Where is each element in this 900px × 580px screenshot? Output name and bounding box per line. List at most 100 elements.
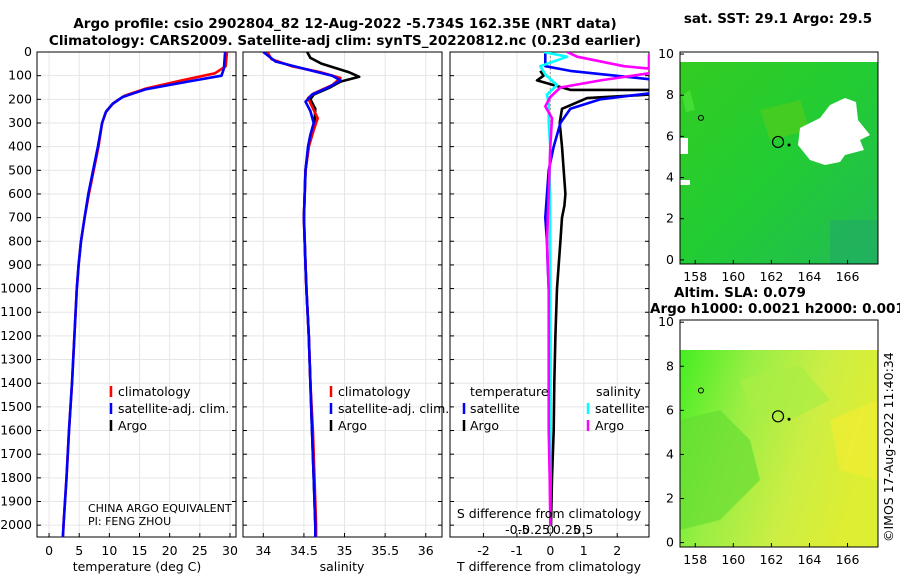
sla-map-frame [679, 319, 879, 548]
sst-map-ytick-label: 4 [666, 170, 674, 185]
series-line-t-satellite-lower- [543, 92, 649, 526]
difference-xtick-label: 0 [546, 543, 554, 558]
difference-xlabel: T difference from climatology [456, 559, 642, 574]
legend-label-climatology: climatology [338, 384, 411, 399]
temperature-xtick-label: 10 [101, 543, 117, 558]
series-line-s-argo-lower- [543, 72, 649, 526]
sst-map-ytick-label: 2 [666, 211, 674, 226]
depth-tick-label: 0 [24, 44, 32, 59]
imos-watermark: ©IMOS 17-Aug-2022 11:40:34 [881, 352, 896, 542]
series-line-t-satellite [543, 52, 649, 81]
sst-map-cloud-mask-3 [680, 180, 690, 185]
sdiff-tick-label: -0.5 [505, 522, 529, 537]
sla-map-patch-3 [830, 400, 878, 480]
temperature-series-group [61, 52, 229, 537]
difference-xtick-label: 2 [613, 543, 621, 558]
temperature-legend: climatology satellite-adj. clim. Argo [109, 384, 229, 433]
sdiff-tick-label: 0.5 [573, 522, 593, 537]
sst-map-xtick-label: 158 [683, 269, 707, 284]
temperature-axes-frame [36, 51, 237, 538]
difference-xtick-label: 1 [580, 543, 588, 558]
sst-map-ytick-label: 10 [658, 46, 674, 61]
legend-label-climatology: climatology [118, 384, 191, 399]
sla-map-ytick-label: 4 [666, 446, 674, 461]
difference-xtick-label: -2 [477, 543, 489, 558]
sla-map-blank [680, 320, 878, 350]
difference-series-group [535, 52, 649, 526]
legend-title-temperature: temperature [470, 384, 549, 399]
depth-tick-label: 300 [8, 115, 32, 130]
depth-tick-label: 1500 [0, 399, 32, 414]
sst-map-title: sat. SST: 29.1 Argo: 29.5 [684, 11, 872, 27]
temperature-xtick-label: 30 [222, 543, 238, 558]
series-line-t-argo [535, 70, 649, 92]
sla-map-xtick-label: 162 [759, 552, 783, 567]
sst-map-frame [679, 51, 879, 265]
depth-tick-label: 100 [8, 68, 32, 83]
series-line-s-argo [566, 52, 649, 70]
legend-label-s-satellite: satellite [595, 401, 645, 416]
salinity-xtick-label: 34 [255, 543, 271, 558]
depth-tick-label: 400 [8, 139, 32, 154]
depth-tick-label: 1800 [0, 470, 32, 485]
series-line-t-argo-lower- [549, 93, 649, 526]
sst-map-patch-3 [830, 220, 878, 264]
sst-map-ytick-label: 0 [666, 252, 674, 267]
legend-label-t-argo: Argo [470, 418, 499, 433]
sla-map-xtick-label: 166 [836, 552, 860, 567]
sst-map-xtick-label: 164 [798, 269, 822, 284]
sst-map-float-dot [787, 143, 791, 147]
sla-map-xtick-label: 164 [798, 552, 822, 567]
sla-map-xtick-label: 160 [721, 552, 745, 567]
sla-map-title: Altim. SLA: 0.079 [674, 285, 806, 301]
sla-map-float-dot [787, 417, 791, 421]
sst-map-ytick-label: 8 [666, 87, 674, 102]
sla-map-patch-2 [740, 365, 830, 420]
sst-map-patch [682, 90, 695, 112]
depth-tick-label: 1300 [0, 352, 32, 367]
salinity-axes-frame [242, 51, 443, 538]
difference-legend: temperature satellite Argo salinity sate… [462, 384, 645, 433]
sst-map-xtick-label: 160 [721, 269, 745, 284]
salinity-xtick-label: 36 [418, 543, 434, 558]
depth-tick-label: 1900 [0, 494, 32, 509]
sst-map-cloud-mask-2 [680, 138, 688, 154]
sdiff-tick-label: 0.25 [553, 522, 581, 537]
temperature-xtick-label: 25 [192, 543, 208, 558]
sla-map-patch [680, 410, 760, 530]
sst-map-ytick-label: 6 [666, 128, 674, 143]
sla-map-float-marker [771, 410, 785, 423]
sla-map-island-marker [697, 387, 704, 394]
credit-line-1: CHINA ARGO EQUIVALENT [88, 502, 232, 515]
sla-map-ytick-label: 10 [658, 314, 674, 329]
salinity-legend: climatology satellite-adj. clim. Argo [329, 384, 449, 433]
legend-label-satellite: satellite-adj. clim. [118, 401, 229, 416]
legend-label-t-satellite: satellite [470, 401, 520, 416]
sst-map-cloud-mask [798, 98, 870, 165]
salinity-series-group [262, 52, 361, 537]
depth-tick-label: 500 [8, 162, 32, 177]
depth-tick-label: 1600 [0, 423, 32, 438]
legend-label-argo: Argo [338, 418, 367, 433]
sst-map-xtick-label: 162 [759, 269, 783, 284]
sla-map-subtitle: Argo h1000: 0.0021 h2000: 0.0010 [650, 301, 900, 317]
salinity-xlabel: salinity [320, 559, 365, 574]
series-line-satellite-adj-clim- [262, 52, 342, 537]
series-line-satellite-adj-clim- [61, 52, 227, 537]
depth-tick-label: 1100 [0, 304, 32, 319]
sst-map-island-marker [697, 114, 704, 121]
depth-tick-label: 800 [8, 233, 32, 248]
depth-tick-label: 2000 [0, 517, 32, 532]
credit-line-2: PI: FENG ZHOU [88, 515, 171, 528]
difference-xtick-label: -1 [511, 543, 523, 558]
figure-title-line1: Argo profile: csio 2902804_82 12-Aug-202… [73, 16, 616, 32]
sla-map-ytick-label: 6 [666, 402, 674, 417]
salinity-xtick-label: 34.5 [290, 543, 318, 558]
temperature-xtick-label: 20 [162, 543, 178, 558]
legend-label-s-argo: Argo [595, 418, 624, 433]
legend-label-satellite: satellite-adj. clim. [338, 401, 449, 416]
sla-map-ytick-label: 2 [666, 491, 674, 506]
temperature-xtick-label: 5 [75, 543, 83, 558]
depth-tick-label: 700 [8, 210, 32, 225]
